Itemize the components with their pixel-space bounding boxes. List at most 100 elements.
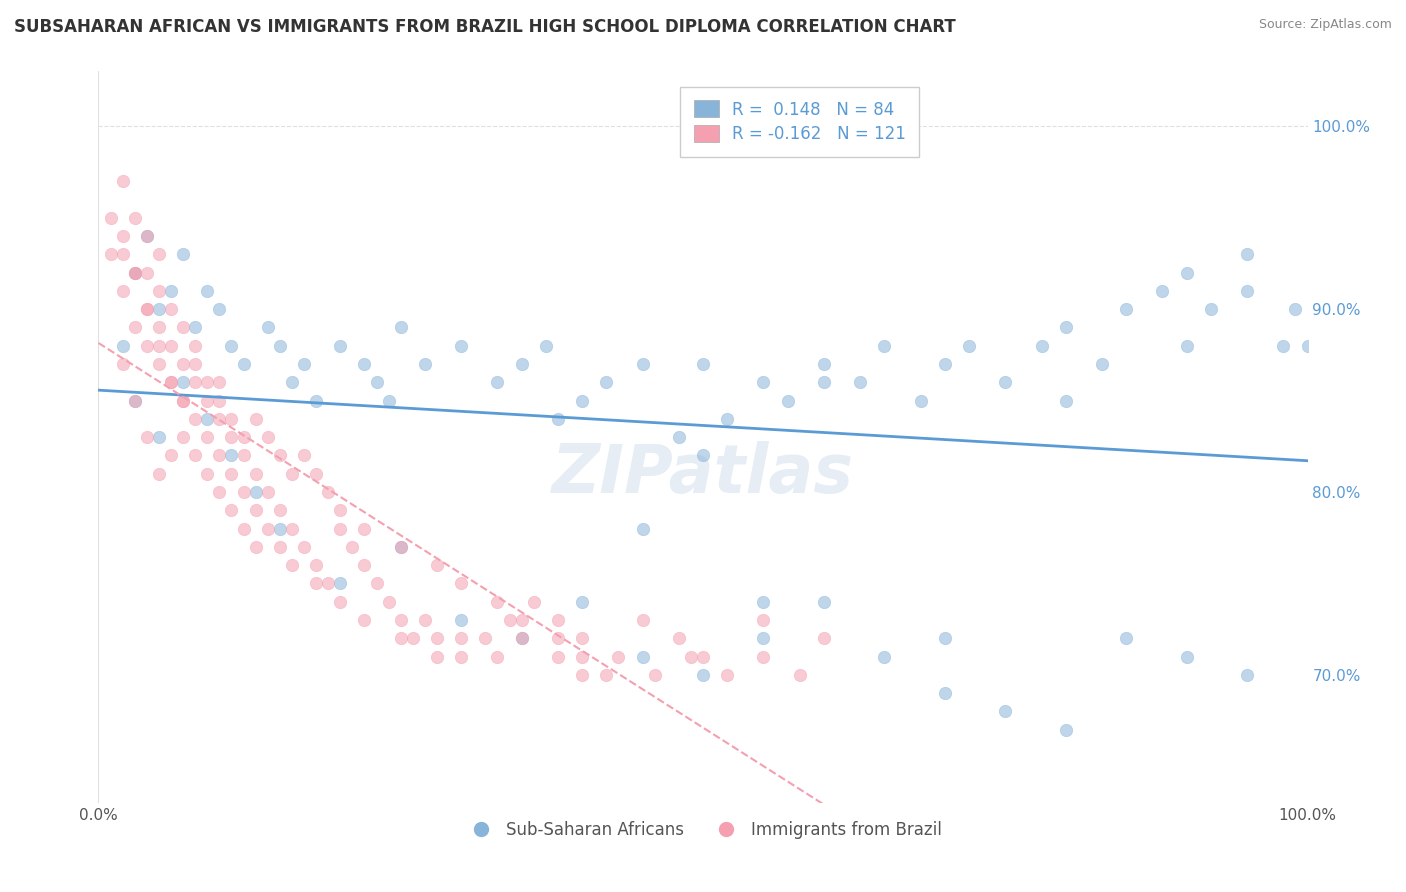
Point	[957, 338, 980, 352]
Point	[450, 631, 472, 645]
Point	[160, 448, 183, 462]
Point	[195, 284, 218, 298]
Point	[111, 174, 134, 188]
Point	[692, 448, 714, 462]
Point	[353, 521, 375, 535]
Point	[195, 430, 218, 444]
Point	[523, 594, 546, 608]
Point	[221, 467, 243, 481]
Point	[124, 265, 146, 279]
Point	[934, 631, 956, 645]
Point	[1236, 284, 1258, 298]
Point	[389, 540, 412, 554]
Point	[329, 576, 352, 591]
Point	[668, 631, 690, 645]
Point	[571, 649, 593, 664]
Point	[124, 265, 146, 279]
Point	[486, 594, 509, 608]
Point	[994, 704, 1017, 718]
Point	[232, 484, 254, 499]
Point	[195, 467, 218, 481]
Point	[849, 375, 872, 389]
Point	[135, 301, 157, 316]
Point	[607, 649, 630, 664]
Point	[498, 613, 520, 627]
Point	[256, 484, 278, 499]
Point	[305, 393, 328, 408]
Point	[752, 649, 775, 664]
Point	[813, 375, 835, 389]
Point	[148, 247, 170, 261]
Point	[172, 375, 194, 389]
Point	[221, 503, 243, 517]
Point	[316, 484, 339, 499]
Point	[172, 247, 194, 261]
Point	[426, 631, 449, 645]
Point	[547, 411, 569, 425]
Point	[1152, 284, 1174, 298]
Point	[316, 576, 339, 591]
Point	[1115, 631, 1137, 645]
Point	[474, 631, 496, 645]
Text: ZIPatlas: ZIPatlas	[553, 441, 853, 507]
Point	[789, 667, 811, 681]
Point	[389, 320, 412, 334]
Point	[160, 375, 183, 389]
Point	[547, 649, 569, 664]
Point	[631, 613, 654, 627]
Point	[292, 448, 315, 462]
Point	[679, 649, 702, 664]
Point	[486, 649, 509, 664]
Point	[510, 357, 533, 371]
Point	[148, 430, 170, 444]
Point	[353, 613, 375, 627]
Point	[221, 411, 243, 425]
Point	[124, 393, 146, 408]
Point	[135, 228, 157, 243]
Point	[1091, 357, 1114, 371]
Point	[111, 338, 134, 352]
Point	[934, 686, 956, 700]
Point	[148, 320, 170, 334]
Point	[342, 540, 364, 554]
Point	[486, 375, 509, 389]
Point	[135, 301, 157, 316]
Point	[631, 521, 654, 535]
Point	[124, 265, 146, 279]
Point	[450, 613, 472, 627]
Point	[184, 411, 207, 425]
Point	[1031, 338, 1053, 352]
Point	[534, 338, 557, 352]
Point	[934, 357, 956, 371]
Point	[1199, 301, 1222, 316]
Point	[873, 338, 896, 352]
Point	[716, 667, 738, 681]
Point	[184, 375, 207, 389]
Point	[245, 467, 267, 481]
Point	[510, 613, 533, 627]
Point	[752, 613, 775, 627]
Point	[232, 521, 254, 535]
Point	[692, 667, 714, 681]
Point	[329, 521, 352, 535]
Point	[571, 594, 593, 608]
Point	[135, 338, 157, 352]
Point	[208, 411, 231, 425]
Point	[813, 631, 835, 645]
Legend: Sub-Saharan Africans, Immigrants from Brazil: Sub-Saharan Africans, Immigrants from Br…	[458, 814, 948, 846]
Point	[269, 521, 291, 535]
Point	[571, 667, 593, 681]
Point	[668, 430, 690, 444]
Point	[135, 430, 157, 444]
Point	[305, 558, 328, 573]
Point	[426, 558, 449, 573]
Point	[716, 411, 738, 425]
Point	[232, 448, 254, 462]
Point	[148, 338, 170, 352]
Point	[631, 649, 654, 664]
Point	[547, 631, 569, 645]
Point	[232, 357, 254, 371]
Point	[160, 301, 183, 316]
Point	[256, 320, 278, 334]
Point	[292, 540, 315, 554]
